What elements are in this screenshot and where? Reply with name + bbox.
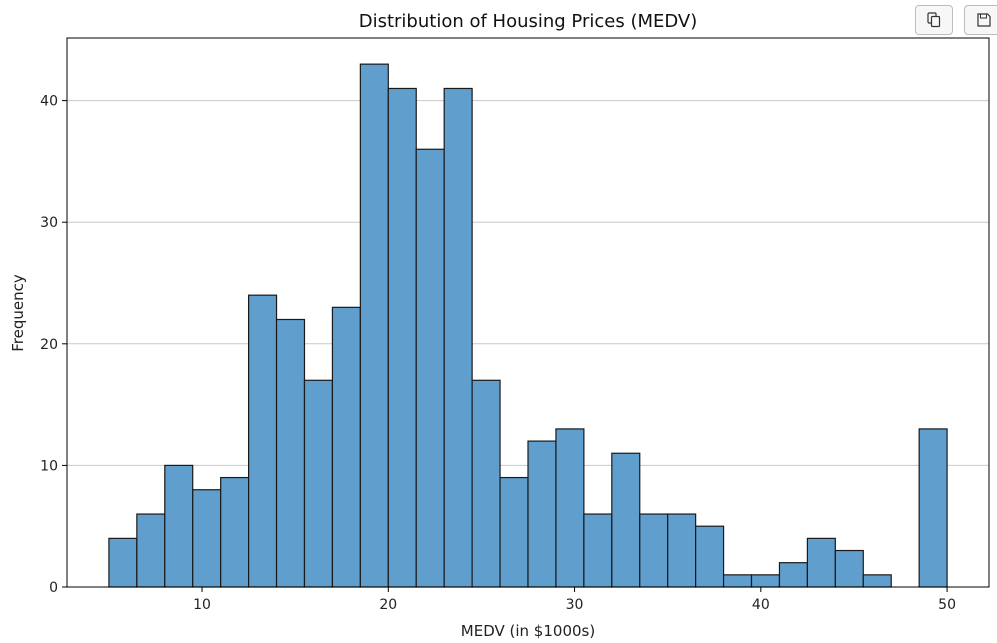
- histogram-bar: [667, 513, 697, 588]
- y-tick-label: 30: [40, 215, 58, 231]
- histogram-bar: [303, 379, 334, 588]
- grid-lines: [67, 100, 989, 466]
- y-ticks: 0 10 20 30 40: [40, 94, 67, 596]
- histogram-bar: [834, 549, 864, 588]
- y-tick-label: 10: [40, 458, 58, 474]
- histogram-bar: [136, 513, 166, 588]
- y-tick-label: 0: [49, 580, 58, 596]
- histogram-bar: [806, 537, 836, 588]
- histogram-bar: [220, 476, 250, 588]
- histogram-bar: [695, 525, 725, 588]
- histogram-bar: [248, 294, 278, 588]
- y-tick-label: 40: [40, 94, 58, 110]
- y-tick-label: 20: [40, 337, 58, 353]
- histogram-bar: [108, 537, 138, 588]
- copy-button[interactable]: [915, 5, 953, 35]
- x-ticks: 10 20 30 40 50: [193, 587, 956, 613]
- histogram-bar: [387, 87, 417, 588]
- x-tick-label: 10: [193, 597, 211, 613]
- histogram-bar: [862, 574, 892, 588]
- save-button[interactable]: [964, 5, 997, 35]
- histogram-bar: [499, 476, 529, 588]
- histogram-bar: [555, 428, 585, 588]
- histogram-bar: [359, 63, 389, 588]
- x-tick-label: 20: [379, 597, 397, 613]
- copy-icon: [927, 12, 941, 28]
- histogram-bar: [192, 489, 222, 588]
- bars: [108, 63, 948, 588]
- histogram-bar: [415, 148, 445, 588]
- plot-frame: [66, 37, 990, 588]
- histogram-bar: [722, 574, 753, 588]
- histogram-bar: [527, 440, 557, 588]
- histogram-bar: [164, 464, 194, 588]
- x-tick-label: 40: [752, 597, 770, 613]
- save-icon: [977, 13, 991, 27]
- y-axis-label: Frequency: [9, 274, 27, 352]
- x-axis-label: MEDV (in $1000s): [461, 622, 595, 640]
- histogram-bar: [331, 306, 361, 588]
- histogram-bar: [443, 87, 473, 588]
- x-tick-label: 50: [938, 597, 956, 613]
- chart-title: Distribution of Housing Prices (MEDV): [359, 11, 698, 32]
- histogram-bar: [471, 379, 501, 588]
- histogram-bar: [750, 574, 781, 588]
- histogram-bar: [639, 513, 669, 588]
- histogram-bar: [583, 513, 613, 588]
- histogram-bar: [918, 428, 948, 588]
- x-tick-label: 30: [566, 597, 584, 613]
- histogram-bar: [275, 318, 306, 588]
- histogram-bar: [778, 562, 808, 588]
- histogram-bar: [611, 452, 641, 588]
